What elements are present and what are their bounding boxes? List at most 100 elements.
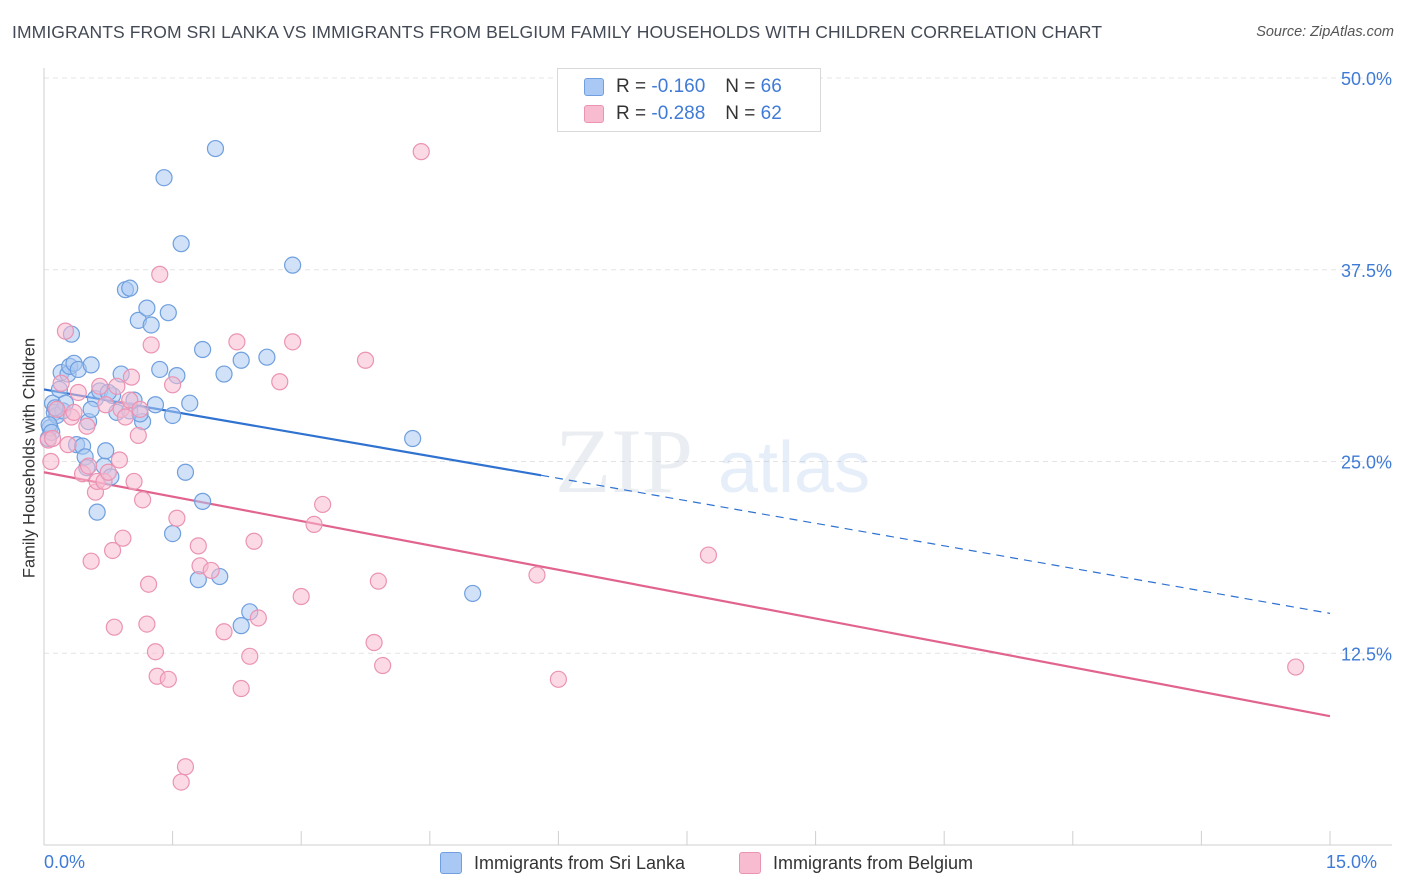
legend-label: Immigrants from Sri Lanka bbox=[474, 852, 686, 873]
belgium-point bbox=[228, 333, 246, 351]
belgium-point bbox=[139, 575, 158, 593]
belgium-point bbox=[99, 463, 117, 481]
belgium-point bbox=[215, 623, 233, 641]
y-tick-label: 50.0% bbox=[1341, 69, 1392, 89]
chart-title: IMMIGRANTS FROM SRI LANKA VS IMMIGRANTS … bbox=[12, 22, 1103, 42]
x-tick-label-min: 0.0% bbox=[44, 852, 86, 872]
sri-lanka-point bbox=[206, 139, 225, 158]
belgium-point bbox=[97, 396, 115, 414]
belgium-point bbox=[176, 758, 195, 776]
y-tick-label: 12.5% bbox=[1341, 644, 1392, 664]
correlation-legend: R = -0.160 N = 66 R = -0.288 N = 62 bbox=[557, 68, 821, 132]
belgium-point bbox=[164, 376, 182, 394]
belgium-point bbox=[108, 377, 126, 395]
belgium-point bbox=[232, 679, 250, 698]
belgium-point bbox=[189, 537, 207, 555]
belgium-point bbox=[369, 572, 387, 590]
legend-n-value: 62 bbox=[760, 103, 782, 124]
sri-lanka-point bbox=[121, 279, 139, 297]
sri-lanka-point bbox=[194, 492, 212, 510]
belgium-point bbox=[528, 566, 546, 584]
sri-lanka-point bbox=[215, 365, 233, 383]
sri-lanka-point bbox=[176, 463, 195, 481]
sri-lanka-point bbox=[88, 503, 106, 521]
legend-n-label: N = bbox=[725, 103, 756, 124]
sri-lanka-point bbox=[232, 617, 250, 635]
belgium-point bbox=[356, 351, 375, 369]
watermark-atlas: atlas bbox=[718, 428, 870, 508]
belgium-point bbox=[129, 426, 147, 445]
legend-label: Immigrants from Belgium bbox=[773, 852, 974, 873]
sri-lanka-point bbox=[82, 356, 100, 374]
sri-lanka-point bbox=[172, 235, 190, 253]
belgium-point bbox=[116, 408, 135, 426]
belgium-point bbox=[103, 541, 122, 560]
belgium-point bbox=[241, 647, 259, 665]
belgium-point bbox=[48, 400, 66, 418]
legend-row-sri-lanka: R = -0.160 N = 66 bbox=[584, 75, 782, 99]
sri-lanka-point bbox=[164, 406, 182, 425]
belgium-point bbox=[245, 532, 263, 550]
legend-r-label: R = bbox=[616, 103, 647, 124]
legend-n-value: 66 bbox=[760, 76, 782, 97]
legend-swatch-pink bbox=[584, 105, 604, 123]
belgium-point bbox=[699, 546, 718, 564]
bottom-legend-sri-lanka: Immigrants from Sri Lanka bbox=[440, 852, 685, 874]
belgium-point bbox=[82, 552, 100, 570]
belgium-trend-line bbox=[43, 471, 1331, 718]
data-points bbox=[39, 139, 1305, 791]
legend-r-label: R = bbox=[616, 76, 647, 97]
bottom-legend-belgium: Immigrants from Belgium bbox=[739, 852, 973, 874]
belgium-point bbox=[292, 587, 310, 606]
y-tick-label: 25.0% bbox=[1341, 453, 1392, 473]
y-tick-labels: 12.5% 25.0% 37.5% 50.0% bbox=[1341, 69, 1392, 664]
belgium-point bbox=[122, 368, 141, 386]
sri-lanka-point bbox=[284, 256, 302, 274]
belgium-point bbox=[151, 265, 169, 283]
source-label: Source: ZipAtlas.com bbox=[1256, 24, 1394, 40]
legend-swatch-blue bbox=[440, 852, 462, 874]
sri-lanka-point bbox=[159, 304, 177, 322]
sri-lanka-point bbox=[155, 169, 173, 187]
belgium-point bbox=[1287, 658, 1305, 676]
sri-lanka-point bbox=[138, 299, 156, 317]
belgium-point bbox=[374, 656, 392, 675]
belgium-point bbox=[59, 436, 77, 454]
watermark: ZIP atlas bbox=[555, 410, 870, 512]
belgium-point bbox=[168, 509, 186, 527]
sri-lanka-point bbox=[464, 584, 482, 603]
belgium-point bbox=[133, 491, 152, 509]
belgium-point bbox=[314, 495, 332, 514]
sri-lanka-point bbox=[151, 360, 169, 379]
belgium-point bbox=[305, 515, 323, 533]
belgium-point bbox=[52, 374, 70, 392]
belgium-point bbox=[91, 377, 109, 395]
belgium-point bbox=[159, 670, 177, 688]
belgium-point bbox=[42, 452, 60, 471]
belgium-point bbox=[146, 643, 165, 661]
sri-lanka-point bbox=[404, 429, 422, 448]
sri-lanka-point bbox=[97, 442, 115, 460]
belgium-point bbox=[202, 561, 220, 580]
legend-n-label: N = bbox=[725, 76, 756, 97]
sri-lanka-point bbox=[181, 394, 199, 412]
belgium-point bbox=[125, 472, 143, 491]
legend-r-value: -0.160 bbox=[651, 76, 706, 97]
legend-swatch-pink bbox=[739, 852, 761, 874]
belgium-point bbox=[142, 336, 160, 354]
belgium-point bbox=[114, 529, 132, 547]
sri-lanka-point bbox=[232, 351, 250, 369]
sri-lanka-point bbox=[164, 524, 182, 543]
belgium-point bbox=[172, 773, 190, 791]
y-axis-label: Family Households with Children bbox=[20, 337, 39, 579]
sri-lanka-point bbox=[258, 348, 276, 366]
belgium-point bbox=[105, 618, 123, 636]
belgium-point bbox=[69, 383, 87, 402]
sri-lanka-trend-extension bbox=[541, 474, 1331, 614]
x-tick-label-max: 15.0% bbox=[1326, 852, 1378, 872]
sri-lanka-point bbox=[142, 316, 160, 334]
belgium-point bbox=[271, 373, 289, 391]
sri-lanka-point bbox=[194, 340, 212, 359]
belgium-point bbox=[365, 633, 383, 652]
